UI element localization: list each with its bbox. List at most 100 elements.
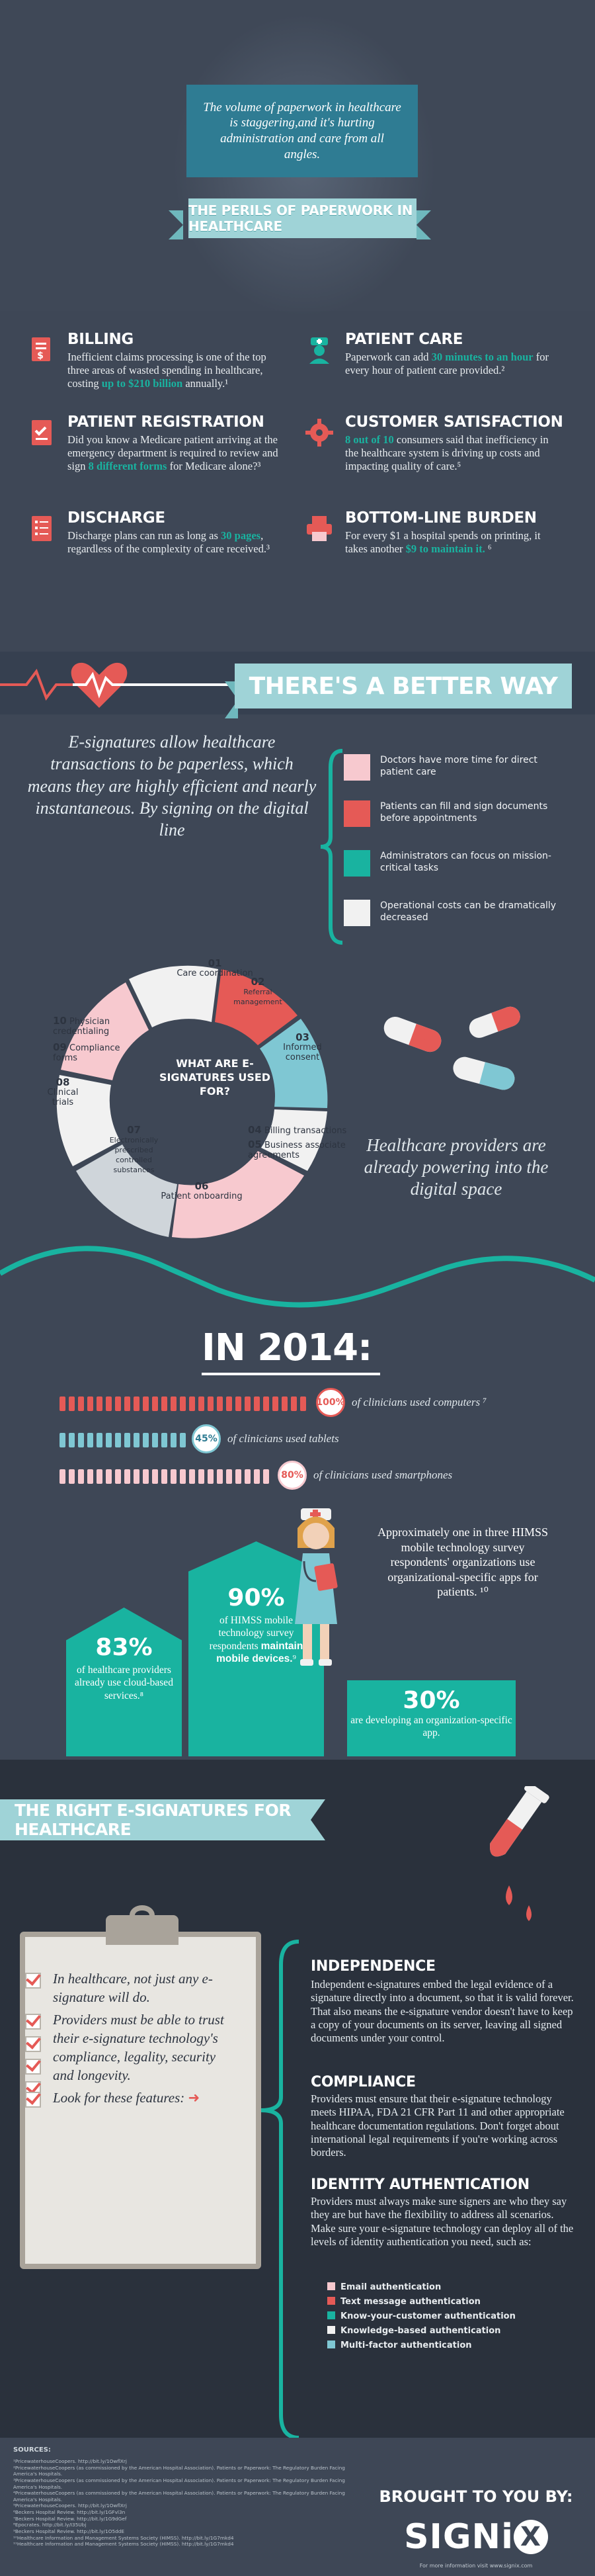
brought-by: BROUGHT TO YOU BY: (379, 2487, 573, 2506)
source-item: ⁵PricewaterhouseCoopers. http://bit.ly/1… (13, 2503, 127, 2509)
bar-stripe (263, 1396, 269, 1411)
ring-segment (129, 965, 218, 1027)
ring-segment (172, 1151, 304, 1238)
benefit-label: Administrators can focus on mission-crit… (380, 851, 551, 874)
checkbox-icon (25, 2058, 41, 2075)
brand-logo: SIGNi X (377, 2517, 575, 2557)
bullet-square (327, 2282, 335, 2290)
use-item: 04 Billing transactions (248, 1124, 347, 1136)
bar-stripe (97, 1433, 102, 1447)
benefit-label: Patients can fill and sign documents bef… (380, 801, 548, 824)
bar-stripe (291, 1396, 297, 1411)
clipboard-clip (106, 1915, 178, 1945)
checklist: In healthcare, not just any e-signature … (25, 1970, 225, 2108)
identity-title: IDENTITY AUTHENTICATION (311, 2176, 530, 2193)
peril-title: PATIENT REGISTRATION (67, 413, 264, 431)
pills-icon (383, 1006, 520, 1090)
independence-title: INDEPENDENCE (311, 1958, 436, 1975)
checklist-item: In healthcare, not just any e-signature … (25, 1970, 225, 2007)
source-item: ¹¹Healthcare Information and Management … (13, 2541, 234, 2548)
bullet-square (344, 800, 370, 827)
stat-label: of clinicians used computers ⁷ (352, 1396, 487, 1408)
bar-stripe (161, 1469, 167, 1484)
providers-text: Healthcare providers are already powerin… (364, 1135, 549, 1199)
sources-list: ¹PricewaterhouseCoopers. http://bit.ly/1… (13, 2458, 357, 2548)
use-item: 03 Informed consent (283, 1031, 322, 1063)
auth-method: Knowledge-based authentication (327, 2326, 500, 2336)
bar-stripe (106, 1396, 112, 1411)
use-item: 09 Compliance forms (53, 1041, 120, 1063)
bar-stripe (106, 1433, 112, 1447)
bar-stripe (161, 1433, 167, 1447)
use-item: 08 Clinical trials (47, 1076, 79, 1108)
bar-stripe (189, 1396, 195, 1411)
peril-registration: PATIENT REGISTRATION Did you know a Medi… (26, 413, 291, 493)
bar-stripe (226, 1396, 232, 1411)
source-item: ⁴PricewaterhouseCoopers (as commissioned… (13, 2490, 345, 2503)
peril-title: BOTTOM-LINE BURDEN (345, 509, 537, 527)
checklist-item: Providers must be able to trust their e-… (25, 2011, 225, 2097)
bullet-square (344, 850, 370, 877)
auth-method: Email authentication (327, 2282, 441, 2292)
bar-stripe (152, 1396, 158, 1411)
app-dev-stat: 30% are developing an organization-speci… (347, 1687, 516, 1740)
bullet-square (344, 754, 370, 781)
bar-stripe (60, 1396, 65, 1411)
bar-stripe (152, 1469, 158, 1484)
auth-method: Text message authentication (327, 2297, 481, 2307)
heartbeat-line (0, 662, 228, 708)
source-item: ²PricewaterhouseCoopers (as commissioned… (13, 2464, 345, 2477)
printer-icon (307, 516, 332, 541)
bar-stripe (198, 1469, 204, 1484)
bar-stripe (69, 1396, 75, 1411)
bar-stripe (235, 1469, 241, 1484)
bar-stripe (134, 1433, 139, 1447)
cloud-stat: 83% of healthcare providers already use … (66, 1634, 182, 1705)
bar-stripe (60, 1433, 65, 1447)
checkbox-icon (25, 2036, 41, 2052)
arrow-icon: ➜ (188, 2089, 200, 2106)
bar-stripe (245, 1396, 251, 1411)
checklist-icon (32, 420, 52, 445)
bar-stripe (217, 1469, 223, 1484)
bar-stripe (87, 1433, 93, 1447)
bar-stripe (152, 1433, 158, 1447)
auth-method: Know-your-customer authentication (327, 2311, 516, 2321)
bullet-square (327, 2297, 335, 2305)
year-title: IN 2014: (202, 1326, 372, 1369)
bar-stripe (106, 1469, 112, 1484)
bar-stripe (208, 1469, 214, 1484)
bar-stripe (143, 1433, 149, 1447)
bar-stripe (171, 1433, 177, 1447)
nurse-illustration (295, 1508, 338, 1666)
bar-stripe (198, 1396, 204, 1411)
peril-title: PATIENT CARE (345, 331, 463, 348)
peril-title: DISCHARGE (67, 509, 165, 527)
compliance-text: Providers must ensure that their e-signa… (311, 2092, 565, 2159)
bar-stripe (226, 1469, 232, 1484)
bar-stripe (69, 1433, 75, 1447)
mobile-stat: 90% of HIMSS mobile technology survey re… (188, 1584, 324, 1668)
peril-text: 8 out of 10 consumers said that ineffici… (345, 433, 549, 473)
uses-question: WHAT ARE E-SIGNATURES USED FOR? (159, 1057, 271, 1097)
checkbox-icon (25, 2013, 41, 2030)
source-item: ¹⁰Healthcare Information and Management … (13, 2534, 234, 2541)
use-item: 10 Physician credentialing (53, 1015, 110, 1037)
bar-stripe (272, 1396, 278, 1411)
ring-segment (260, 1019, 328, 1108)
stat-row-computers: 100% of clinicians used computers ⁷ (60, 1388, 562, 1417)
stat-number: 90% (227, 1584, 285, 1611)
compliance-title: COMPLIANCE (311, 2074, 416, 2090)
bar-stripe (97, 1396, 102, 1411)
peril-satisfaction: CUSTOMER SATISFACTION 8 out of 10 consum… (304, 413, 569, 493)
source-item: ¹PricewaterhouseCoopers. http://bit.ly/1… (13, 2458, 127, 2464)
auth-method: Multi-factor authentication (327, 2340, 472, 2350)
bar-stripe (217, 1396, 223, 1411)
peril-burden: BOTTOM-LINE BURDEN For every $1 a hospit… (304, 509, 569, 589)
percent-circle: 80% (278, 1461, 307, 1490)
benefit-label: Doctors have more time for direct patien… (380, 755, 537, 778)
percent-circle: 45% (192, 1424, 221, 1453)
ribbon-fold (169, 210, 183, 239)
list-icon (32, 516, 52, 541)
uses-ring (56, 965, 328, 1238)
